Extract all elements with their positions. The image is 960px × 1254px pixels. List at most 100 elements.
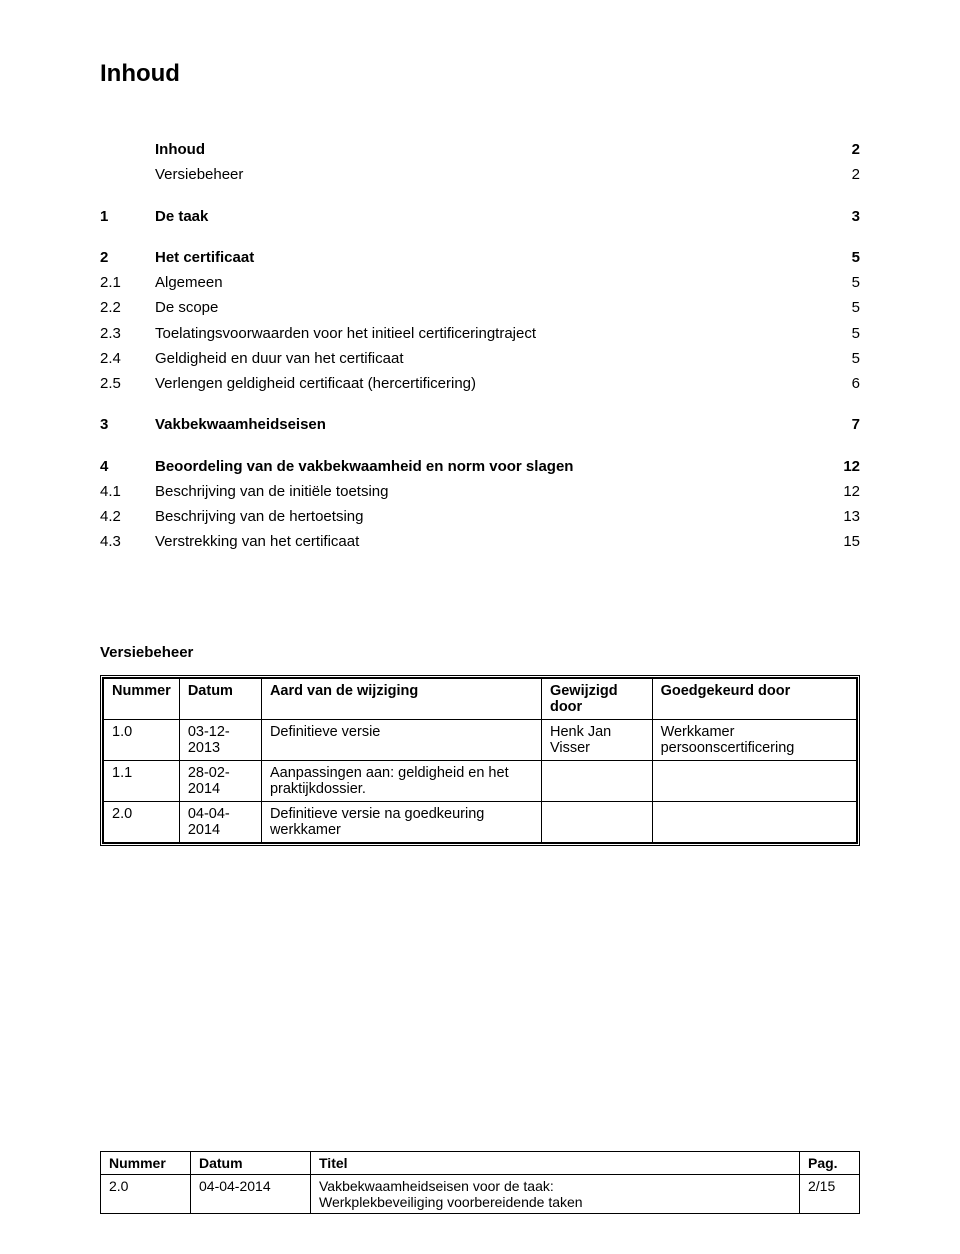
toc-label: Beoordeling van de vakbekwaamheid en nor…	[155, 455, 825, 478]
table-header-cell: Datum	[191, 1152, 311, 1175]
toc-page: 5	[825, 246, 860, 269]
toc-line: 4 Beoordeling van de vakbekwaamheid en n…	[100, 455, 860, 478]
table-header-cell: Pag.	[800, 1152, 860, 1175]
version-table: Nummer Datum Aard van de wijziging Gewij…	[103, 678, 857, 843]
toc-page: 13	[825, 505, 860, 528]
toc-block: 4 Beoordeling van de vakbekwaamheid en n…	[100, 455, 860, 554]
page-title: Inhoud	[100, 60, 860, 88]
toc-page: 6	[825, 372, 860, 395]
toc-number: 2.4	[100, 347, 155, 370]
toc-label: De scope	[155, 296, 825, 319]
table-cell: Werkkamer persoonscertificering	[652, 719, 856, 760]
toc-page: 15	[825, 530, 860, 553]
toc-label: Toelatingsvoorwaarden voor het initieel …	[155, 322, 825, 345]
toc-line: 4.1 Beschrijving van de initiële toetsin…	[100, 480, 860, 503]
toc-label: Versiebeheer	[155, 163, 825, 186]
toc-label: De taak	[155, 205, 825, 228]
toc-line: 2.4 Geldigheid en duur van het certifica…	[100, 347, 860, 370]
toc-line: 2 Het certificaat 5	[100, 246, 860, 269]
toc-page: 2	[825, 163, 860, 186]
toc-block: 3 Vakbekwaamheidseisen 7	[100, 413, 860, 436]
table-cell	[541, 760, 652, 801]
toc-line: 2.1 Algemeen 5	[100, 271, 860, 294]
table-cell: 03-12-2013	[179, 719, 261, 760]
toc-label: Geldigheid en duur van het certificaat	[155, 347, 825, 370]
toc-intro-block: Inhoud 2 Versiebeheer 2	[100, 138, 860, 187]
toc-line: Versiebeheer 2	[100, 163, 860, 186]
table-header-cell: Nummer	[101, 1152, 191, 1175]
table-header-cell: Nummer	[104, 678, 180, 719]
table-cell: 2.0	[101, 1175, 191, 1214]
toc-number: 2	[100, 246, 155, 269]
table-cell: 04-04-2014	[191, 1175, 311, 1214]
toc-number	[100, 163, 155, 186]
toc-number: 3	[100, 413, 155, 436]
table-cell: 04-04-2014	[179, 801, 261, 842]
toc-number: 2.3	[100, 322, 155, 345]
toc-number: 1	[100, 205, 155, 228]
toc-line: 2.3 Toelatingsvoorwaarden voor het initi…	[100, 322, 860, 345]
document-page: Inhoud Inhoud 2 Versiebeheer 2 1 De taak…	[0, 0, 960, 1254]
table-header-cell: Gewijzigd door	[541, 678, 652, 719]
toc-number: 4.3	[100, 530, 155, 553]
toc-line: 1 De taak 3	[100, 205, 860, 228]
table-row: 1.0 03-12-2013 Definitieve versie Henk J…	[104, 719, 857, 760]
toc-page: 3	[825, 205, 860, 228]
toc-label: Beschrijving van de hertoetsing	[155, 505, 825, 528]
table-cell: 1.1	[104, 760, 180, 801]
table-cell: 1.0	[104, 719, 180, 760]
toc-number: 2.2	[100, 296, 155, 319]
toc-line: 2.5 Verlengen geldigheid certificaat (he…	[100, 372, 860, 395]
table-cell	[652, 801, 856, 842]
toc-line: 2.2 De scope 5	[100, 296, 860, 319]
toc-number: 4	[100, 455, 155, 478]
toc-label: Vakbekwaamheidseisen	[155, 413, 825, 436]
toc-label: Het certificaat	[155, 246, 825, 269]
toc-page: 2	[825, 138, 860, 161]
toc-page: 5	[825, 271, 860, 294]
toc-page: 12	[825, 480, 860, 503]
toc-block: 2 Het certificaat 5 2.1 Algemeen 5 2.2 D…	[100, 246, 860, 396]
toc-page: 5	[825, 296, 860, 319]
toc-line: 4.3 Verstrekking van het certificaat 15	[100, 530, 860, 553]
toc-line: 4.2 Beschrijving van de hertoetsing 13	[100, 505, 860, 528]
toc-label: Verlengen geldigheid certificaat (hercer…	[155, 372, 825, 395]
table-cell: 2.0	[104, 801, 180, 842]
table-cell: 2/15	[800, 1175, 860, 1214]
table-cell: 28-02-2014	[179, 760, 261, 801]
toc-page: 5	[825, 322, 860, 345]
footer-table: Nummer Datum Titel Pag. 2.0 04-04-2014 V…	[100, 1151, 860, 1214]
table-row: 1.1 28-02-2014 Aanpassingen aan: geldigh…	[104, 760, 857, 801]
table-cell: Definitieve versie	[261, 719, 541, 760]
toc-number: 4.2	[100, 505, 155, 528]
toc-line: Inhoud 2	[100, 138, 860, 161]
table-row: 2.0 04-04-2014 Vakbekwaamheidseisen voor…	[101, 1175, 860, 1214]
page-footer: Nummer Datum Titel Pag. 2.0 04-04-2014 V…	[100, 1151, 860, 1214]
version-heading: Versiebeheer	[100, 644, 860, 661]
table-header-cell: Aard van de wijziging	[261, 678, 541, 719]
table-cell: Definitieve versie na goedkeuring werkka…	[261, 801, 541, 842]
table-header-cell: Datum	[179, 678, 261, 719]
table-header-row: Nummer Datum Aard van de wijziging Gewij…	[104, 678, 857, 719]
toc-label: Inhoud	[155, 138, 825, 161]
toc-line: 3 Vakbekwaamheidseisen 7	[100, 413, 860, 436]
table-header-cell: Goedgekeurd door	[652, 678, 856, 719]
toc-label: Algemeen	[155, 271, 825, 294]
version-table-wrapper: Nummer Datum Aard van de wijziging Gewij…	[100, 675, 860, 846]
toc-page: 12	[825, 455, 860, 478]
toc-page: 5	[825, 347, 860, 370]
table-cell: Aanpassingen aan: geldigheid en het prak…	[261, 760, 541, 801]
table-header-row: Nummer Datum Titel Pag.	[101, 1152, 860, 1175]
table-cell: Henk Jan Visser	[541, 719, 652, 760]
toc-number	[100, 138, 155, 161]
table-header-cell: Titel	[311, 1152, 800, 1175]
toc-number: 2.5	[100, 372, 155, 395]
table-cell	[652, 760, 856, 801]
table-cell: Vakbekwaamheidseisen voor de taak: Werkp…	[311, 1175, 800, 1214]
toc-label: Verstrekking van het certificaat	[155, 530, 825, 553]
toc-block: 1 De taak 3	[100, 205, 860, 228]
toc-label: Beschrijving van de initiële toetsing	[155, 480, 825, 503]
toc-number: 2.1	[100, 271, 155, 294]
toc-page: 7	[825, 413, 860, 436]
toc-number: 4.1	[100, 480, 155, 503]
